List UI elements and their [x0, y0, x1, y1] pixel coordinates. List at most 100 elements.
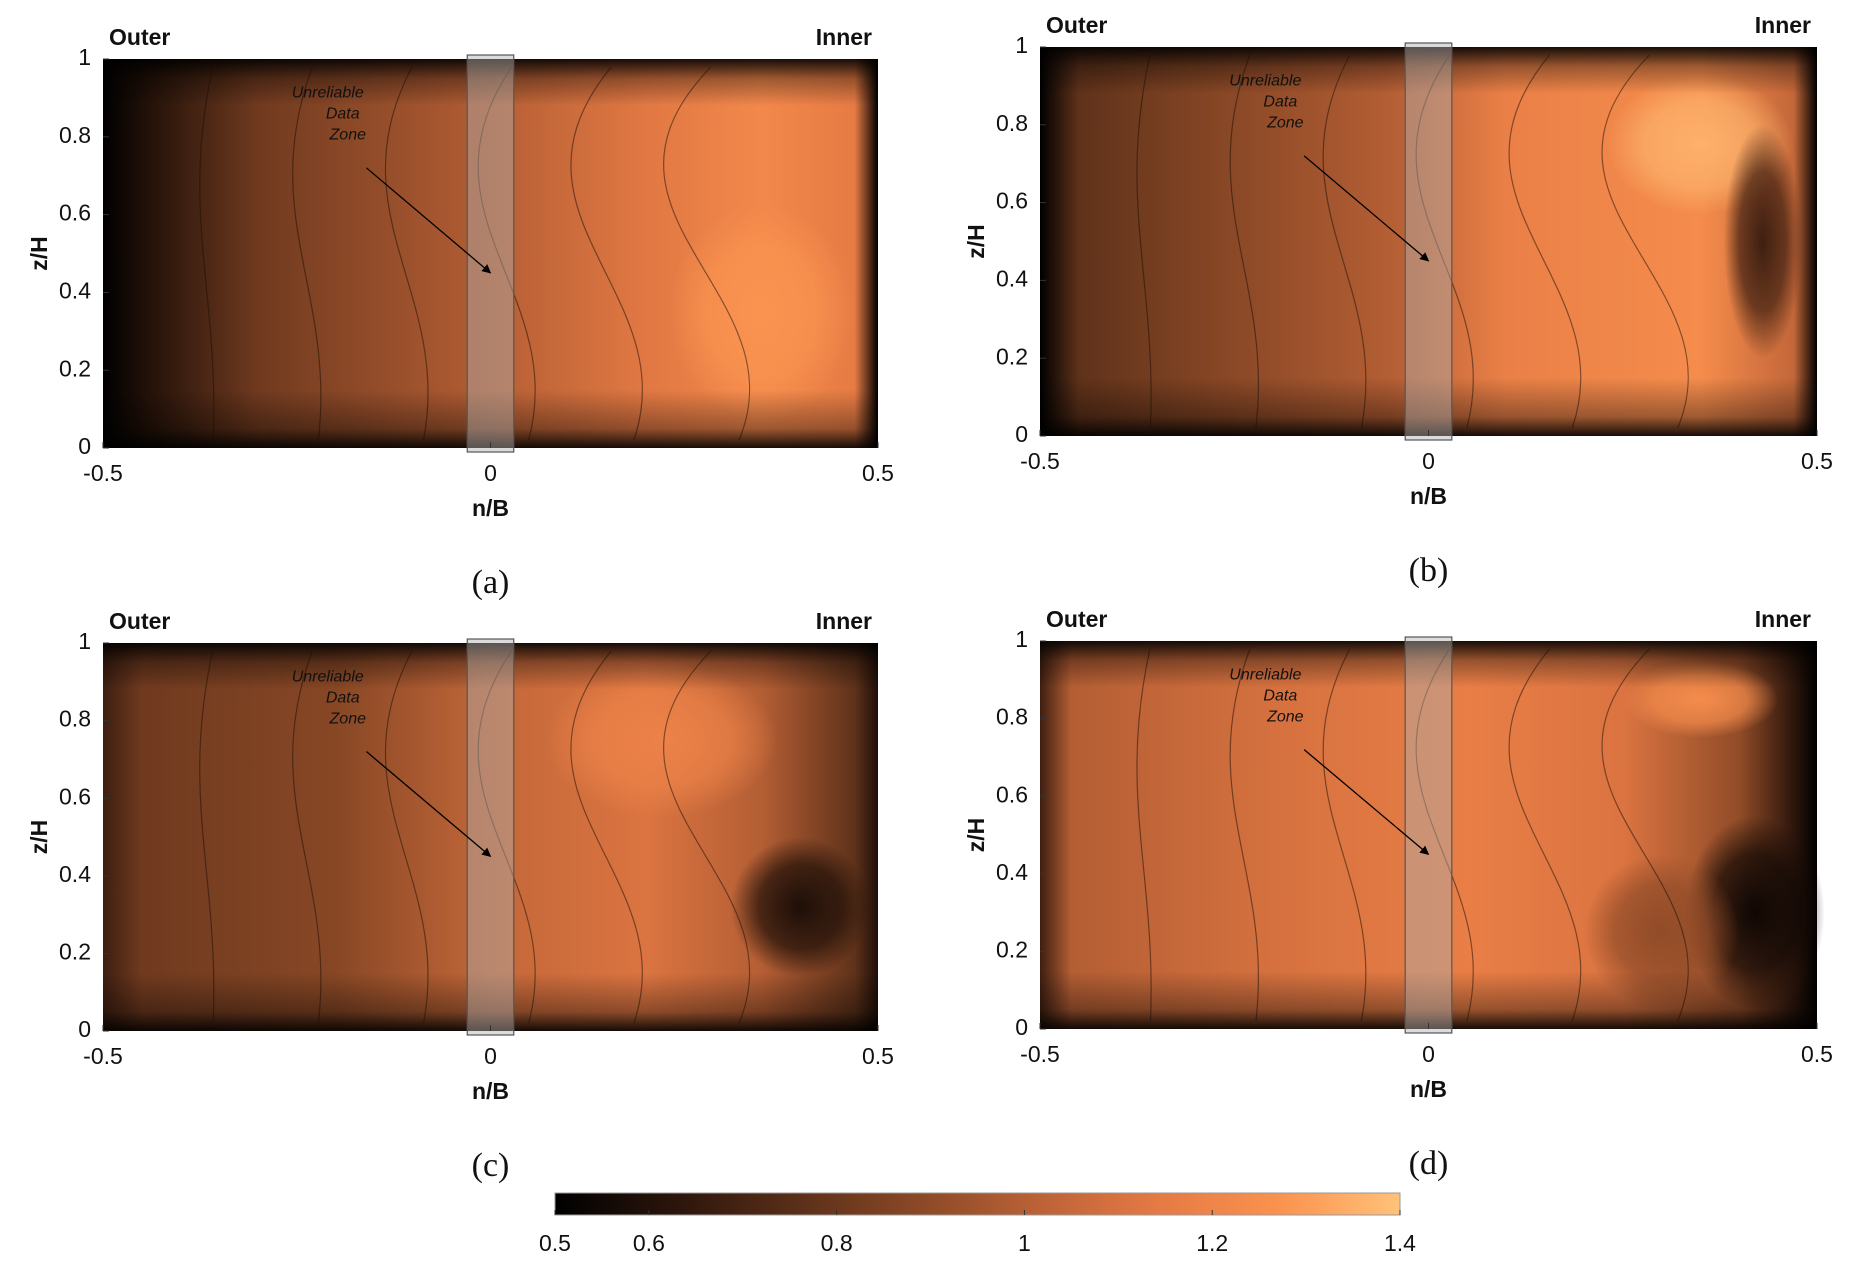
y-tick-label: 0.2 — [996, 343, 1028, 369]
contour-line — [199, 650, 215, 1024]
annotation: Unreliable — [1229, 667, 1301, 684]
y-tick-label: 0.6 — [996, 188, 1028, 214]
contour-line — [477, 650, 536, 1024]
contour-line — [1601, 648, 1689, 1022]
annotation-arrow — [1303, 749, 1430, 855]
contour-line — [663, 650, 751, 1024]
annotation: Data — [1263, 688, 1297, 705]
annotation-arrow — [1303, 155, 1430, 262]
contour-line — [384, 650, 429, 1024]
x-tick-label: -0.5 — [83, 460, 123, 486]
y-tick-label: 0.4 — [996, 265, 1028, 291]
x-tick-label: 0 — [1422, 1041, 1435, 1067]
contour-line — [199, 66, 215, 441]
unreliable-band — [466, 638, 515, 1036]
contour-line — [1415, 648, 1474, 1022]
x-tick-label: 0.5 — [862, 460, 894, 486]
y-tick-label: 0.2 — [59, 938, 91, 964]
y-tick-label: 0.2 — [996, 936, 1028, 962]
inner-label: Inner — [1755, 606, 1811, 632]
x-tick-label: 0 — [484, 1043, 497, 1069]
contour-line — [1136, 648, 1152, 1022]
contour-line — [570, 66, 644, 441]
unreliable-band — [1404, 636, 1453, 1034]
contour-line — [663, 66, 751, 441]
x-axis-label: n/B — [1410, 483, 1447, 509]
annotation-arrow — [366, 751, 492, 857]
y-tick-label: 0 — [1015, 421, 1028, 447]
outer-label: Outer — [1046, 606, 1107, 632]
contour-line — [1601, 54, 1689, 429]
y-tick-label: 0.6 — [59, 200, 91, 226]
colorbar-tick-label: 1 — [1018, 1230, 1031, 1256]
colorbar-fill — [554, 1192, 1401, 1216]
contour-line — [477, 66, 536, 441]
contour-line — [570, 650, 644, 1024]
y-tick-label: 0.8 — [59, 706, 91, 732]
panel-label: (b) — [1409, 552, 1449, 589]
colorbar-tick-label: 0.5 — [539, 1230, 571, 1256]
y-tick-label: 1 — [78, 44, 91, 70]
y-axis-label: z/H — [26, 820, 52, 855]
y-tick-label: 0.8 — [996, 110, 1028, 136]
annotation-arrow — [366, 167, 492, 274]
panel-label: (c) — [472, 1147, 510, 1184]
y-axis-label: z/H — [26, 236, 52, 271]
y-tick-label: 0.4 — [996, 859, 1028, 885]
colorbar-tick-label: 0.8 — [821, 1230, 853, 1256]
inner-label: Inner — [816, 24, 872, 50]
colorbar: 0.5 0.6 0.8 1 1.2 1.4 — [539, 1192, 1416, 1256]
y-tick-label: 0 — [1015, 1014, 1028, 1040]
annotation: Zone — [1266, 709, 1304, 726]
x-tick-label: -0.5 — [1020, 1041, 1060, 1067]
y-tick-label: 0.6 — [996, 781, 1028, 807]
x-tick-label: 0 — [484, 460, 497, 486]
y-tick-label: 0.2 — [59, 355, 91, 381]
contour-line — [1229, 54, 1260, 429]
outer-label: Outer — [109, 608, 170, 634]
contour-line — [1322, 648, 1367, 1022]
contour-line — [384, 66, 429, 441]
annotation: Data — [326, 690, 360, 707]
x-tick-label: 0.5 — [1801, 448, 1833, 474]
annotation: Data — [1263, 94, 1297, 111]
inner-label: Inner — [1755, 12, 1811, 38]
y-tick-label: 1 — [78, 628, 91, 654]
y-tick-label: 0.8 — [996, 704, 1028, 730]
outer-label: Outer — [109, 24, 170, 50]
annotation: Data — [326, 106, 360, 123]
y-tick-label: 0.6 — [59, 783, 91, 809]
contour-line — [1415, 54, 1474, 429]
annotation: Zone — [1266, 115, 1304, 132]
y-axis-label: z/H — [963, 224, 989, 259]
contour-line — [1508, 648, 1582, 1022]
y-tick-label: 0.8 — [59, 122, 91, 148]
x-axis-label: n/B — [1410, 1076, 1447, 1102]
contour-line — [1508, 54, 1582, 429]
x-tick-label: 0.5 — [862, 1043, 894, 1069]
y-tick-label: 1 — [1015, 626, 1028, 652]
panel-label: (a) — [472, 564, 510, 601]
annotation: Zone — [329, 127, 367, 144]
annotation: Zone — [329, 711, 367, 728]
contour-line — [1229, 648, 1260, 1022]
contour-line — [1136, 54, 1152, 429]
colorbar-tick-label: 1.4 — [1384, 1230, 1416, 1256]
y-tick-label: 0 — [78, 1016, 91, 1042]
colorbar-tick-label: 0.6 — [633, 1230, 665, 1256]
x-tick-label: 0.5 — [1801, 1041, 1833, 1067]
annotation: Unreliable — [292, 669, 364, 686]
x-tick-label: 0 — [1422, 448, 1435, 474]
y-tick-label: 0.4 — [59, 861, 91, 887]
unreliable-band — [466, 54, 515, 453]
colorbar-tick-label: 1.2 — [1196, 1230, 1228, 1256]
unreliable-band — [1404, 42, 1453, 441]
contour-line — [292, 650, 322, 1024]
outer-label: Outer — [1046, 12, 1107, 38]
x-axis-label: n/B — [472, 1078, 509, 1104]
annotation: Unreliable — [292, 85, 364, 102]
